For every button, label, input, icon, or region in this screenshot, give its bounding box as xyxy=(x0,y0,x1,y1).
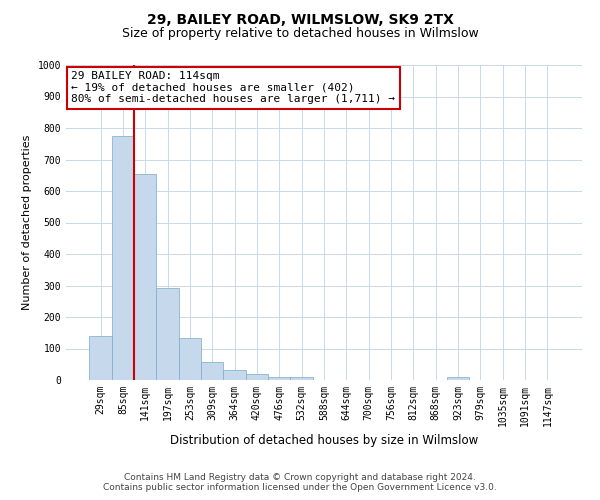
Bar xyxy=(134,174,157,380)
Bar xyxy=(89,336,112,380)
Y-axis label: Number of detached properties: Number of detached properties xyxy=(22,135,32,310)
Bar xyxy=(268,377,290,380)
Bar xyxy=(157,288,179,380)
Bar xyxy=(179,338,201,380)
Bar xyxy=(223,370,246,380)
Text: 29 BAILEY ROAD: 114sqm
← 19% of detached houses are smaller (402)
80% of semi-de: 29 BAILEY ROAD: 114sqm ← 19% of detached… xyxy=(71,72,395,104)
Bar xyxy=(201,362,223,380)
Text: Size of property relative to detached houses in Wilmslow: Size of property relative to detached ho… xyxy=(122,28,478,40)
X-axis label: Distribution of detached houses by size in Wilmslow: Distribution of detached houses by size … xyxy=(170,434,478,448)
Bar xyxy=(290,378,313,380)
Text: 29, BAILEY ROAD, WILMSLOW, SK9 2TX: 29, BAILEY ROAD, WILMSLOW, SK9 2TX xyxy=(146,12,454,26)
Bar xyxy=(447,377,469,380)
Bar xyxy=(112,136,134,380)
Text: Contains HM Land Registry data © Crown copyright and database right 2024.
Contai: Contains HM Land Registry data © Crown c… xyxy=(103,473,497,492)
Bar xyxy=(246,374,268,380)
